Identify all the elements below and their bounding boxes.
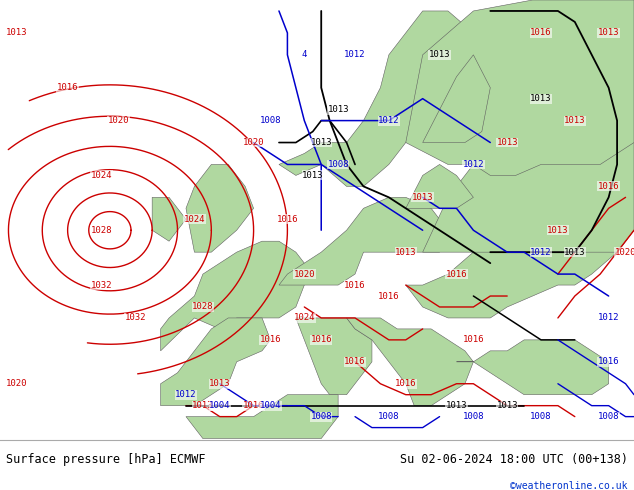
- Text: 1016: 1016: [344, 281, 366, 290]
- Polygon shape: [186, 165, 254, 252]
- Text: 1013: 1013: [547, 226, 569, 235]
- Text: 1016: 1016: [463, 335, 484, 344]
- Text: 1012: 1012: [344, 50, 366, 59]
- Text: 1008: 1008: [260, 116, 281, 125]
- Text: 1028: 1028: [192, 302, 214, 312]
- Text: 1016: 1016: [243, 401, 264, 410]
- Text: 4: 4: [302, 50, 307, 59]
- Text: 1012: 1012: [378, 116, 399, 125]
- Text: 1013: 1013: [412, 193, 434, 202]
- Text: 1016: 1016: [260, 335, 281, 344]
- Text: 1016: 1016: [395, 379, 417, 388]
- Text: 1016: 1016: [530, 28, 552, 37]
- Text: 1013: 1013: [530, 94, 552, 103]
- Text: 1020: 1020: [615, 247, 634, 257]
- Text: 1012: 1012: [463, 160, 484, 169]
- Text: 1008: 1008: [378, 412, 399, 421]
- Text: 1013: 1013: [327, 105, 349, 114]
- Text: 1008: 1008: [598, 412, 619, 421]
- Text: 1016: 1016: [598, 182, 619, 191]
- Text: 1032: 1032: [124, 314, 146, 322]
- Text: 1013: 1013: [564, 116, 586, 125]
- Polygon shape: [152, 197, 186, 241]
- Text: 1020: 1020: [6, 379, 28, 388]
- Polygon shape: [456, 340, 609, 395]
- Polygon shape: [186, 395, 338, 439]
- Text: 1024: 1024: [91, 171, 112, 180]
- Text: 1012: 1012: [598, 314, 619, 322]
- Text: 1013: 1013: [446, 401, 467, 410]
- Text: 1032: 1032: [91, 281, 112, 290]
- Text: 1012: 1012: [530, 247, 552, 257]
- Text: 1013: 1013: [302, 171, 323, 180]
- Polygon shape: [406, 165, 474, 208]
- Polygon shape: [160, 318, 271, 406]
- Text: Su 02-06-2024 18:00 UTC (00+138): Su 02-06-2024 18:00 UTC (00+138): [399, 453, 628, 466]
- Polygon shape: [406, 0, 634, 175]
- Polygon shape: [296, 318, 372, 395]
- Text: 1013: 1013: [209, 379, 231, 388]
- Polygon shape: [279, 197, 448, 285]
- Text: 1008: 1008: [311, 412, 332, 421]
- Text: 1024: 1024: [184, 215, 205, 224]
- Polygon shape: [279, 11, 490, 186]
- Text: 1020: 1020: [243, 138, 264, 147]
- Text: 1016: 1016: [311, 335, 332, 344]
- Text: 1013: 1013: [6, 28, 28, 37]
- Text: 1012: 1012: [175, 390, 197, 399]
- Polygon shape: [423, 55, 490, 143]
- Text: 1016: 1016: [446, 270, 467, 279]
- Text: 1004: 1004: [209, 401, 231, 410]
- Text: Surface pressure [hPa] ECMWF: Surface pressure [hPa] ECMWF: [6, 453, 206, 466]
- Text: 1013: 1013: [496, 138, 518, 147]
- Text: ©weatheronline.co.uk: ©weatheronline.co.uk: [510, 481, 628, 490]
- Text: 1020: 1020: [108, 116, 129, 125]
- Text: 1004: 1004: [260, 401, 281, 410]
- Polygon shape: [423, 88, 634, 252]
- Text: 1013: 1013: [192, 401, 214, 410]
- Polygon shape: [347, 318, 474, 406]
- Text: 1013: 1013: [496, 401, 518, 410]
- Text: 1016: 1016: [57, 83, 79, 92]
- Text: 1016: 1016: [378, 292, 399, 300]
- Text: 1016: 1016: [276, 215, 298, 224]
- Polygon shape: [406, 165, 634, 318]
- Text: 1013: 1013: [311, 138, 332, 147]
- Text: 1016: 1016: [598, 357, 619, 367]
- Text: 1020: 1020: [294, 270, 315, 279]
- Text: 1008: 1008: [463, 412, 484, 421]
- Text: 1008: 1008: [530, 412, 552, 421]
- Polygon shape: [160, 241, 304, 351]
- Text: 1013: 1013: [395, 247, 417, 257]
- Text: 1013: 1013: [598, 28, 619, 37]
- Text: 1016: 1016: [344, 357, 366, 367]
- Text: 1013: 1013: [429, 50, 450, 59]
- Text: 1008: 1008: [327, 160, 349, 169]
- Text: 1013: 1013: [564, 247, 586, 257]
- Text: 1024: 1024: [294, 314, 315, 322]
- Text: 1028: 1028: [91, 226, 112, 235]
